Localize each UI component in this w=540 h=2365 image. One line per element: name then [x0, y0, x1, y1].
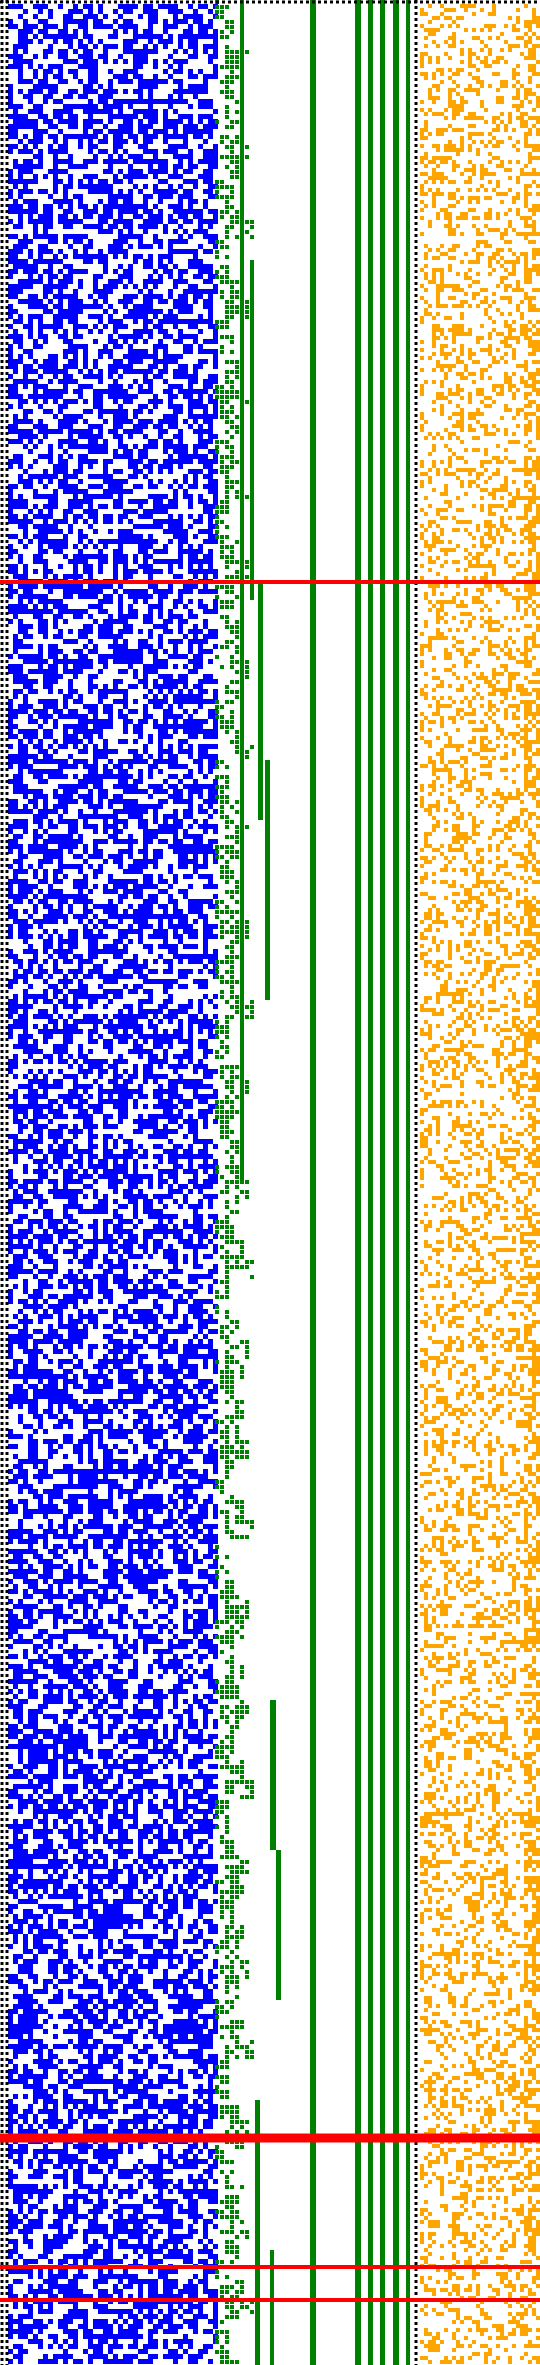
green-bar: [393, 0, 399, 2365]
green-bar: [406, 0, 410, 2365]
green-stair-bar: [258, 580, 263, 820]
green-stair-bar: [276, 1850, 281, 2000]
green-stair-bar: [255, 2100, 260, 2365]
green-stair-bar: [265, 760, 270, 1000]
green-stair-bar: [270, 2250, 274, 2365]
green-stair-pattern: [215, 0, 254, 2364]
orange-noise-panel: [420, 4, 540, 2364]
green-stair-cells: [215, 0, 254, 2364]
red-horizontal-lines: [0, 580, 540, 2302]
green-vertical-bars: [240, 0, 410, 2365]
green-stair-bar: [240, 0, 244, 1180]
blue-noise-cells: [8, 4, 218, 2364]
green-bar: [368, 0, 373, 2365]
green-bar: [355, 0, 361, 2365]
blue-noise-panel: [8, 4, 218, 2364]
green-bar: [310, 0, 316, 2365]
green-stair-bar: [250, 260, 254, 600]
green-bar: [380, 0, 385, 2365]
green-stair-bar: [270, 1700, 276, 1850]
orange-noise-cells: [420, 4, 540, 2364]
